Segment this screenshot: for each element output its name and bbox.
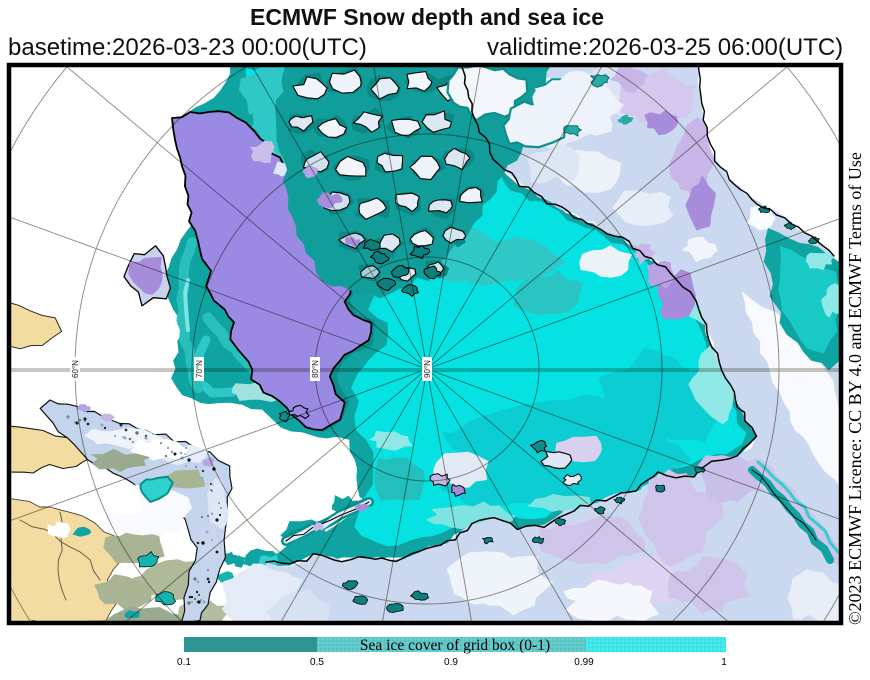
svg-text:basetime:2026-03-23 00:00(UTC): basetime:2026-03-23 00:00(UTC) [8,34,367,61]
svg-text:0.99: 0.99 [574,657,594,668]
svg-text:90°N: 90°N [423,360,432,378]
svg-text:ECMWF Snow depth and sea ice: ECMWF Snow depth and sea ice [250,4,604,30]
svg-text:80°N: 80°N [311,360,320,378]
svg-text:0.9: 0.9 [444,657,458,668]
svg-text:Sea ice cover of grid box (0-1: Sea ice cover of grid box (0-1) [360,637,550,654]
svg-text:1: 1 [721,657,727,668]
svg-text:0.1: 0.1 [177,657,191,668]
svg-text:©2023 ECMWF Licence: CC BY 4.0: ©2023 ECMWF Licence: CC BY 4.0 and ECMWF… [845,152,865,625]
svg-text:validtime:2026-03-25 06:00(UTC: validtime:2026-03-25 06:00(UTC) [487,34,843,61]
svg-text:0.5: 0.5 [310,657,324,668]
svg-text:70°N: 70°N [195,360,204,378]
svg-text:60°N: 60°N [71,360,80,378]
